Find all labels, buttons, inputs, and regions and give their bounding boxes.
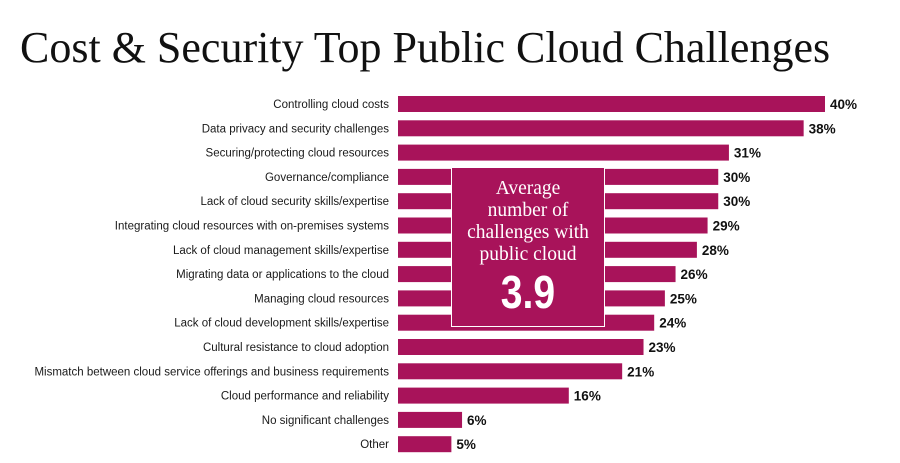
category-label: Mismatch between cloud service offerings… (34, 366, 389, 378)
bar (398, 363, 623, 380)
bar (398, 144, 729, 161)
bar (398, 411, 463, 428)
value-label: 26% (681, 267, 708, 282)
category-label: No significant challenges (262, 415, 389, 427)
value-label: 30% (723, 170, 750, 185)
callout-average-value: 3.9 (500, 266, 556, 318)
value-label: 30% (723, 194, 750, 209)
callout-line: challenges with (467, 222, 589, 243)
value-label: 40% (830, 97, 857, 112)
value-label: 31% (734, 146, 761, 161)
callout-text: Average number of challenges with public… (452, 178, 604, 266)
value-label: 29% (713, 219, 740, 234)
category-label: Managing cloud resources (254, 293, 389, 305)
bar (398, 436, 452, 453)
callout-line: public cloud (479, 244, 577, 265)
category-label: Governance/compliance (265, 172, 389, 184)
average-callout: Average number of challenges with public… (451, 167, 605, 327)
category-label: Migrating data or applications to the cl… (176, 269, 389, 281)
category-label: Cultural resistance to cloud adoption (203, 342, 389, 354)
value-label: 28% (702, 243, 729, 258)
category-label: Other (360, 439, 389, 451)
value-label: 38% (809, 121, 836, 136)
callout-line: number of (487, 200, 569, 221)
value-label: 6% (467, 413, 487, 428)
chart-title: Cost & Security Top Public Cloud Challen… (20, 23, 831, 72)
category-label: Lack of cloud security skills/expertise (200, 196, 389, 208)
bar (398, 120, 804, 137)
category-label: Lack of cloud management skills/expertis… (173, 245, 389, 257)
category-label: Data privacy and security challenges (202, 123, 390, 135)
bar (398, 96, 825, 112)
category-label: Cloud performance and reliability (221, 391, 389, 403)
value-label: 23% (649, 340, 676, 355)
bar (398, 387, 569, 404)
value-label: 24% (659, 316, 686, 331)
category-label: Lack of cloud development skills/experti… (174, 318, 389, 330)
bar (398, 339, 644, 355)
value-label: 5% (456, 437, 476, 452)
category-label: Integrating cloud resources with on-prem… (115, 221, 389, 233)
value-label: 25% (670, 291, 697, 306)
category-label: Securing/protecting cloud resources (206, 148, 390, 160)
callout-line: Average (495, 178, 561, 199)
category-label: Controlling cloud costs (273, 99, 389, 111)
value-label: 16% (574, 389, 601, 404)
value-label: 21% (627, 364, 654, 379)
